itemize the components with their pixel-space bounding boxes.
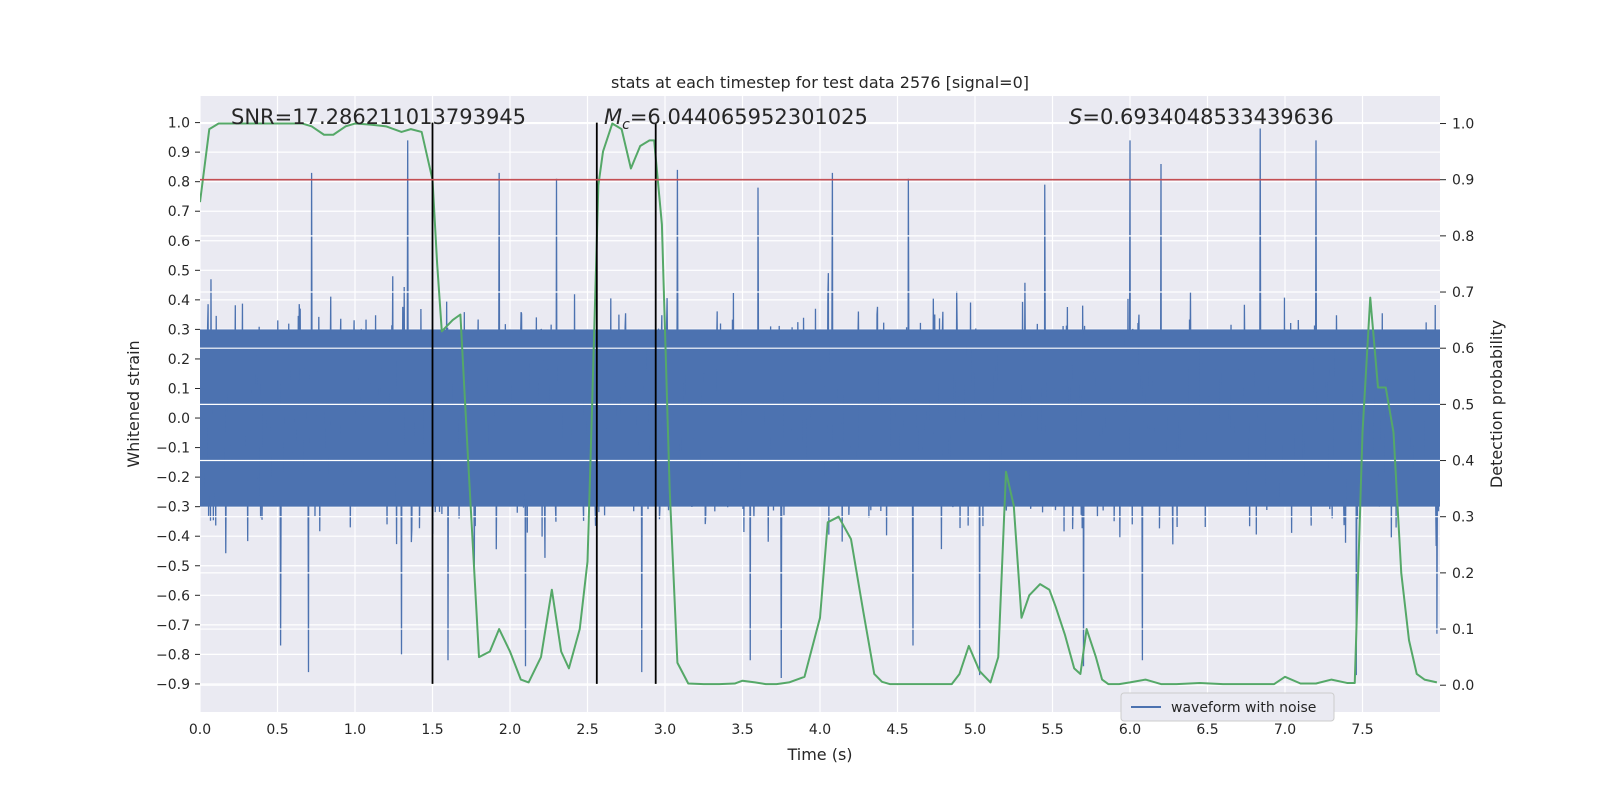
y-right-tick-label: 0.1 (1452, 622, 1474, 638)
y-right-tick-label: 0.0 (1452, 678, 1474, 694)
x-tick-label: 2.5 (576, 722, 598, 738)
vertical-markers (431, 122, 657, 684)
y-left-tick-label: 0.1 (168, 381, 190, 397)
y-right-tick-label: 0.4 (1452, 454, 1474, 470)
y-left-tick-label: −0.1 (156, 441, 190, 457)
y-left-tick-label: 0.5 (168, 263, 190, 279)
snr-annotation: SNR=17.286211013793945 (231, 105, 526, 129)
y-right-tick-label: 0.7 (1452, 285, 1474, 301)
y-left-tick-label: 0.3 (168, 322, 190, 338)
x-tick-label: 1.0 (344, 722, 366, 738)
x-tick-label: 3.5 (731, 722, 753, 738)
x-tick-label: 1.5 (421, 722, 443, 738)
y-right-tick-label: 0.5 (1452, 397, 1474, 413)
y-left-tick-label: −0.9 (156, 677, 190, 693)
waveform-line (200, 128, 1440, 679)
y-left-axis-label: Whitened strain (124, 340, 143, 467)
mc-symbol: M (604, 105, 622, 129)
y-left-tick-label: −0.6 (156, 588, 190, 604)
legend: waveform with noise (1120, 692, 1335, 722)
mc-value: =6.044065952301025 (630, 105, 868, 129)
waveform-series (200, 122, 1440, 686)
y-left-tick-label: 0.9 (168, 145, 190, 161)
x-tick-label: 0.0 (189, 722, 211, 738)
x-axis-label: Time (s) (786, 745, 852, 764)
y-right-tick-label: 0.2 (1452, 566, 1474, 582)
y-left-tick-label: 0.8 (168, 175, 190, 191)
x-tick-label: 5.5 (1041, 722, 1063, 738)
y-right-tick-label: 1.0 (1452, 117, 1474, 133)
y-left-tick-label: −0.4 (156, 529, 190, 545)
x-tick-label: 6.0 (1119, 722, 1141, 738)
y-right-tick-label: 0.3 (1452, 510, 1474, 526)
legend-box (1120, 692, 1335, 722)
y-left-tick-label: 0.0 (168, 411, 190, 427)
x-tick-label: 3.0 (654, 722, 676, 738)
y-left-tick-labels: 1.0 0.9 0.8 0.7 0.6 0.5 0.4 0.3 0.2 0.1 0.0 −0.1 −0.… (156, 116, 200, 693)
y-right-tick-label: 0.6 (1452, 341, 1474, 357)
y-left-tick-label: −0.5 (156, 559, 190, 575)
s-value: =0.6934048533439636 (1082, 105, 1333, 129)
y-left-tick-label: 0.7 (168, 204, 190, 220)
y-left-tick-label: −0.3 (156, 500, 190, 516)
y-left-tick-label: 0.2 (168, 352, 190, 368)
x-tick-labels: 0.0 0.5 1.0 1.5 2.0 2.5 3.0 3.5 4.0 4.5 5.0 5.5 6.0 6… (189, 722, 1374, 738)
x-tick-label: 7.0 (1274, 722, 1296, 738)
y-left-tick-label: −0.8 (156, 647, 190, 663)
s-annotation: S=0.6934048533439636 (1069, 105, 1334, 129)
x-tick-label: 2.0 (499, 722, 521, 738)
x-tick-label: 5.0 (964, 722, 986, 738)
y-left-tick-label: −0.2 (156, 470, 190, 486)
x-tick-label: 4.0 (809, 722, 831, 738)
x-tick-label: 7.5 (1351, 722, 1373, 738)
mc-subscript: c (622, 117, 630, 133)
mc-annotation: Mc=6.044065952301025 (604, 105, 868, 133)
y-right-tick-label: 0.9 (1452, 173, 1474, 189)
y-left-tick-label: 1.0 (168, 116, 190, 132)
legend-label: waveform with noise (1171, 700, 1316, 716)
y-left-tick-label: 0.6 (168, 234, 190, 250)
x-tick-label: 6.5 (1196, 722, 1218, 738)
y-right-axis-label: Detection probability (1487, 320, 1506, 488)
s-symbol: S (1069, 105, 1082, 129)
y-left-tick-label: 0.4 (168, 293, 190, 309)
y-right-tick-label: 0.8 (1452, 229, 1474, 245)
x-tick-label: 4.5 (886, 722, 908, 738)
x-tick-label: 0.5 (266, 722, 288, 738)
chart-title: stats at each timestep for test data 257… (611, 73, 1029, 92)
y-right-tick-labels: 1.0 0.9 0.8 0.7 0.6 0.5 0.4 0.3 0.2 0.1 0.0 (1440, 117, 1474, 694)
y-left-tick-label: −0.7 (156, 618, 190, 634)
